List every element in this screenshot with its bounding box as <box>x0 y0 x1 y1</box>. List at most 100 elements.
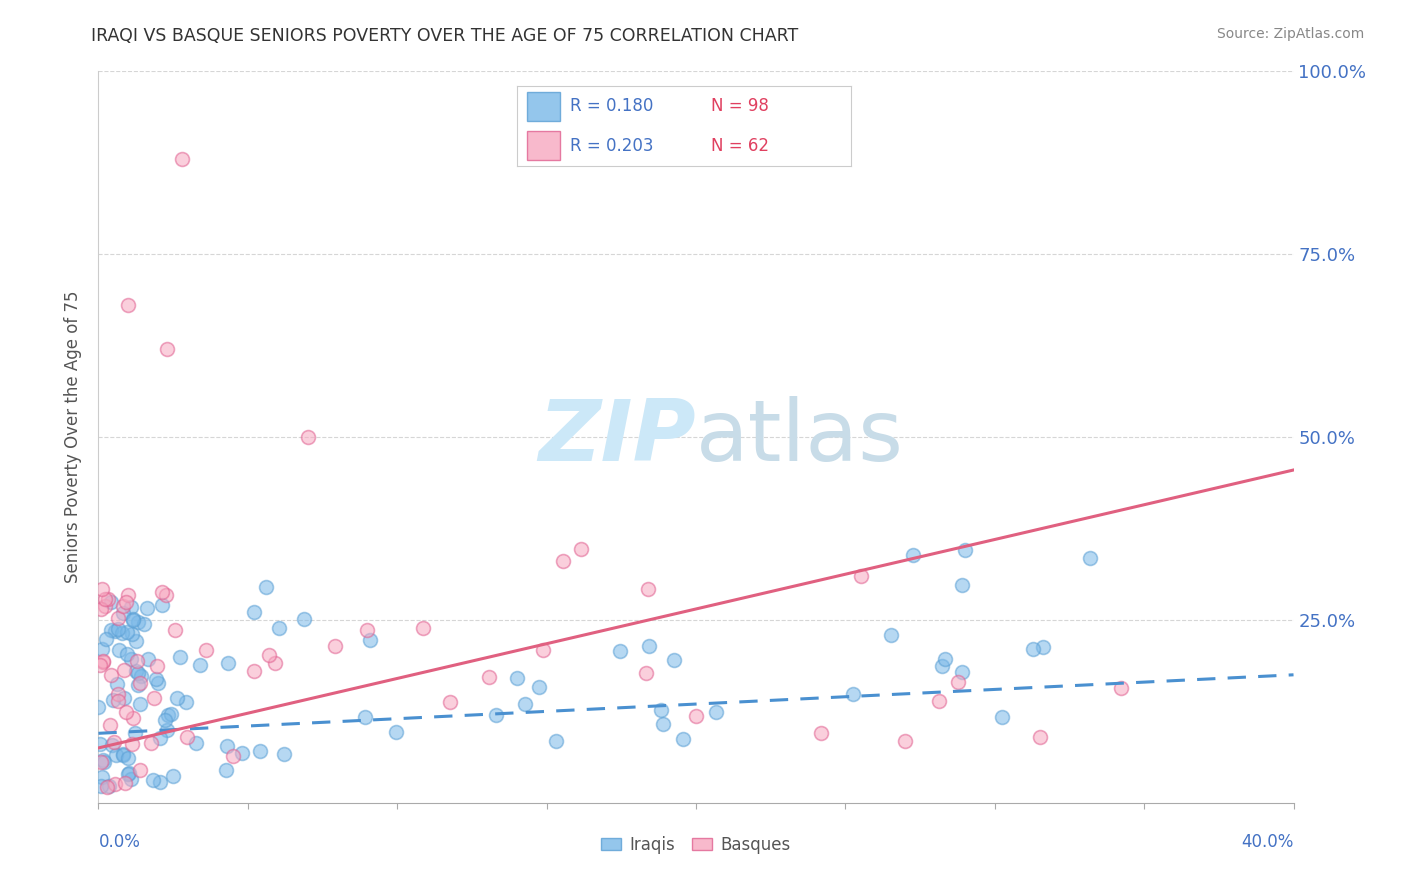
Text: Source: ZipAtlas.com: Source: ZipAtlas.com <box>1216 27 1364 41</box>
Point <box>121 627 143 641</box>
Point <box>879 627 901 641</box>
Point <box>127 615 149 630</box>
Point <box>254 580 277 594</box>
Point <box>651 716 673 731</box>
Point <box>125 665 148 679</box>
Point <box>172 152 194 166</box>
Point <box>267 621 290 635</box>
Point <box>188 657 211 672</box>
Point <box>485 707 508 722</box>
Point <box>93 755 115 769</box>
Point <box>89 737 111 751</box>
Point <box>121 738 143 752</box>
Point <box>100 595 122 609</box>
Point <box>531 642 554 657</box>
Point <box>527 680 550 694</box>
Text: 0.0%: 0.0% <box>98 833 141 851</box>
Point <box>121 613 143 627</box>
Point <box>1078 550 1101 565</box>
Point <box>112 663 135 677</box>
Point <box>609 644 631 658</box>
Point <box>136 652 159 666</box>
Point <box>273 747 295 762</box>
Point <box>120 599 142 614</box>
Point <box>156 708 179 723</box>
Point <box>107 611 129 625</box>
Point <box>145 673 167 687</box>
Point <box>685 708 707 723</box>
Point <box>146 659 169 673</box>
Point <box>162 769 184 783</box>
Point <box>100 718 122 732</box>
Point <box>176 730 198 744</box>
Text: atlas: atlas <box>696 395 904 479</box>
Point <box>115 595 138 609</box>
Point <box>100 668 122 682</box>
Point <box>104 747 127 762</box>
Point <box>894 733 917 747</box>
Point <box>134 617 156 632</box>
Point <box>934 651 956 665</box>
Point <box>1032 640 1054 654</box>
Point <box>385 724 408 739</box>
Point <box>153 713 176 727</box>
Point <box>950 577 973 591</box>
Point <box>101 693 124 707</box>
Point <box>122 711 145 725</box>
Point <box>105 677 128 691</box>
Point <box>90 582 112 596</box>
Point <box>991 710 1014 724</box>
Point <box>156 723 179 737</box>
Point <box>551 554 574 568</box>
Point <box>94 632 117 646</box>
Point <box>186 736 208 750</box>
Point <box>89 658 111 673</box>
Point <box>412 621 434 635</box>
Point <box>129 697 152 711</box>
Point <box>104 624 127 638</box>
Point <box>174 695 197 709</box>
Point <box>107 622 129 636</box>
Point <box>125 654 148 668</box>
Point <box>127 678 149 692</box>
Point <box>842 687 865 701</box>
Point <box>117 750 139 764</box>
Point <box>513 697 536 711</box>
Point <box>127 665 149 680</box>
Y-axis label: Seniors Poverty Over the Age of 75: Seniors Poverty Over the Age of 75 <box>65 291 83 583</box>
Point <box>704 706 727 720</box>
Point <box>955 542 977 557</box>
Point <box>90 755 112 769</box>
Point <box>96 780 118 795</box>
Point <box>114 776 136 790</box>
Point <box>103 735 125 749</box>
Point <box>129 764 152 778</box>
Point <box>439 695 461 709</box>
Point <box>97 591 120 606</box>
Text: ZIP: ZIP <box>538 395 696 479</box>
Point <box>93 592 115 607</box>
Point <box>117 767 139 781</box>
Point <box>117 588 139 602</box>
Point <box>121 772 143 786</box>
Point <box>141 772 163 787</box>
Point <box>107 643 129 657</box>
Point <box>104 777 127 791</box>
Point <box>91 642 114 657</box>
Point <box>129 669 152 683</box>
Point <box>544 734 567 748</box>
Point <box>111 599 134 613</box>
Point <box>360 633 382 648</box>
Point <box>90 601 112 615</box>
Point <box>849 569 872 583</box>
Point <box>149 731 172 745</box>
Point <box>94 599 117 613</box>
Point <box>215 764 238 778</box>
Point <box>928 694 950 708</box>
Point <box>950 665 973 680</box>
Point <box>249 744 271 758</box>
Point <box>139 736 162 750</box>
Point <box>231 746 253 760</box>
Point <box>146 675 169 690</box>
Point <box>638 639 661 653</box>
